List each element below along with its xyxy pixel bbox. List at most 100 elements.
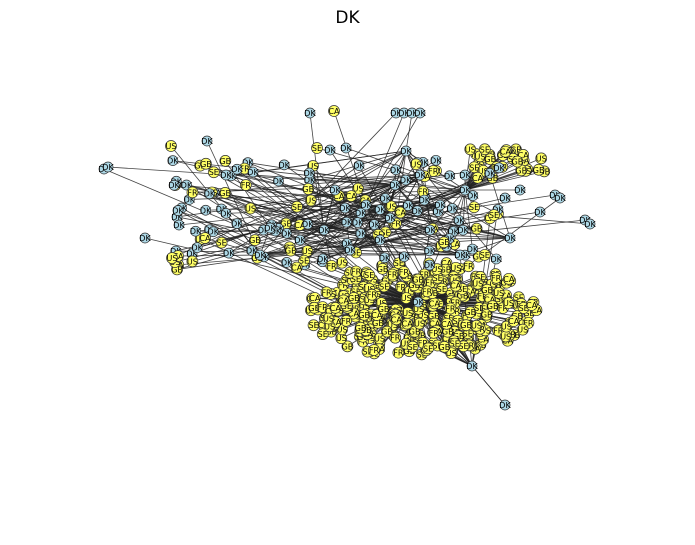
node-label: DK <box>419 196 431 205</box>
node-circle <box>421 285 433 298</box>
node-label: DK <box>220 171 232 180</box>
node-label: GB <box>219 189 231 198</box>
node-circle <box>418 194 430 206</box>
foreign-node: GB <box>302 183 315 195</box>
node-label: US <box>500 332 511 341</box>
node-label: DK <box>173 221 185 230</box>
node-label: US <box>359 302 370 311</box>
foreign-node: FR <box>427 326 440 339</box>
node-circle <box>181 179 192 191</box>
node-label: GB <box>325 328 337 337</box>
node-label: GB <box>471 225 483 234</box>
node-circle <box>424 245 435 257</box>
node-label: DK <box>171 213 183 222</box>
graph-edge <box>174 189 466 263</box>
node-label: DK <box>424 226 436 235</box>
node-label: DK <box>414 109 426 118</box>
node-label: GB <box>414 332 426 341</box>
node-label: US <box>302 247 313 256</box>
node-label: SE <box>463 329 473 338</box>
graph-edge <box>252 171 325 231</box>
node-label: GB <box>523 309 535 318</box>
foreign-node: US <box>492 287 505 299</box>
node-circle <box>284 244 297 257</box>
node-label: SE <box>342 302 352 311</box>
foreign-node: CA <box>525 299 538 311</box>
node-circle <box>352 182 364 195</box>
node-circle <box>504 232 516 244</box>
node-circle <box>318 224 330 236</box>
foreign-node: GB <box>484 153 497 166</box>
node-label: DK <box>457 226 469 235</box>
node-label: GB <box>219 157 231 166</box>
node-circle <box>352 217 363 228</box>
dk-node: DK <box>192 242 204 253</box>
node-label: DK <box>459 251 471 260</box>
foreign-node: GB <box>200 157 212 170</box>
node-label: GB <box>453 332 465 341</box>
node-circle <box>467 190 479 202</box>
node-circle <box>453 214 465 226</box>
node-circle <box>389 331 402 344</box>
node-label: DK <box>360 201 372 210</box>
node-label: DK <box>270 227 282 236</box>
node-circle <box>413 317 426 330</box>
node-circle <box>471 171 484 184</box>
node-label: CA <box>402 320 414 329</box>
node-label: US <box>387 321 398 330</box>
node-circle <box>434 199 446 211</box>
node-label: CA <box>500 148 512 157</box>
node-circle <box>438 341 451 353</box>
node-label: DK <box>459 186 471 195</box>
foreign-node: US <box>502 297 515 309</box>
dk-node: DK <box>201 135 213 147</box>
node-circle <box>186 255 199 268</box>
foreign-node: FR <box>389 331 402 344</box>
foreign-node: US <box>464 143 477 156</box>
foreign-node: CA <box>440 317 453 330</box>
dk-node: DK <box>400 145 412 157</box>
graph-edge <box>349 189 466 251</box>
foreign-node: US <box>413 317 426 330</box>
node-circle <box>290 261 303 274</box>
node-label: FR <box>391 220 402 229</box>
dk-node: DK <box>484 168 496 179</box>
foreign-node: FR <box>366 288 378 301</box>
node-label: GB <box>358 311 370 320</box>
node-circle <box>305 194 317 207</box>
node-label: FR <box>418 339 429 348</box>
node-label: DK <box>400 176 412 185</box>
node-label: CA <box>518 151 530 160</box>
node-label: FR <box>393 349 404 358</box>
dk-node: DK <box>379 252 391 264</box>
node-circle <box>374 234 386 246</box>
node-label: US <box>245 204 256 213</box>
node-label: SE <box>380 228 390 237</box>
node-circle <box>355 207 367 219</box>
dk-node: DK <box>491 253 503 265</box>
node-label: FR <box>387 271 398 280</box>
node-label: DK <box>368 220 380 229</box>
node-label: DK <box>453 216 465 225</box>
node-label: GB <box>538 167 550 176</box>
node-circle <box>532 163 545 176</box>
node-label: GB <box>378 305 390 314</box>
node-circle <box>320 286 333 299</box>
node-label: CA <box>338 296 350 305</box>
node-label: DK <box>424 261 436 270</box>
node-label: SE <box>308 321 318 330</box>
node-circle <box>273 175 284 187</box>
node-label: FR <box>241 181 252 190</box>
node-circle <box>239 179 252 191</box>
node-circle <box>422 342 434 355</box>
foreign-node: US <box>385 200 397 213</box>
foreign-node: SE <box>207 166 220 179</box>
dk-node: DK <box>444 170 456 182</box>
node-circle <box>303 167 315 179</box>
graph-edge <box>309 112 325 231</box>
node-circle <box>341 216 352 228</box>
node-label: DK <box>340 144 352 153</box>
foreign-node: GB <box>376 262 389 275</box>
node-label: DK <box>208 228 220 237</box>
